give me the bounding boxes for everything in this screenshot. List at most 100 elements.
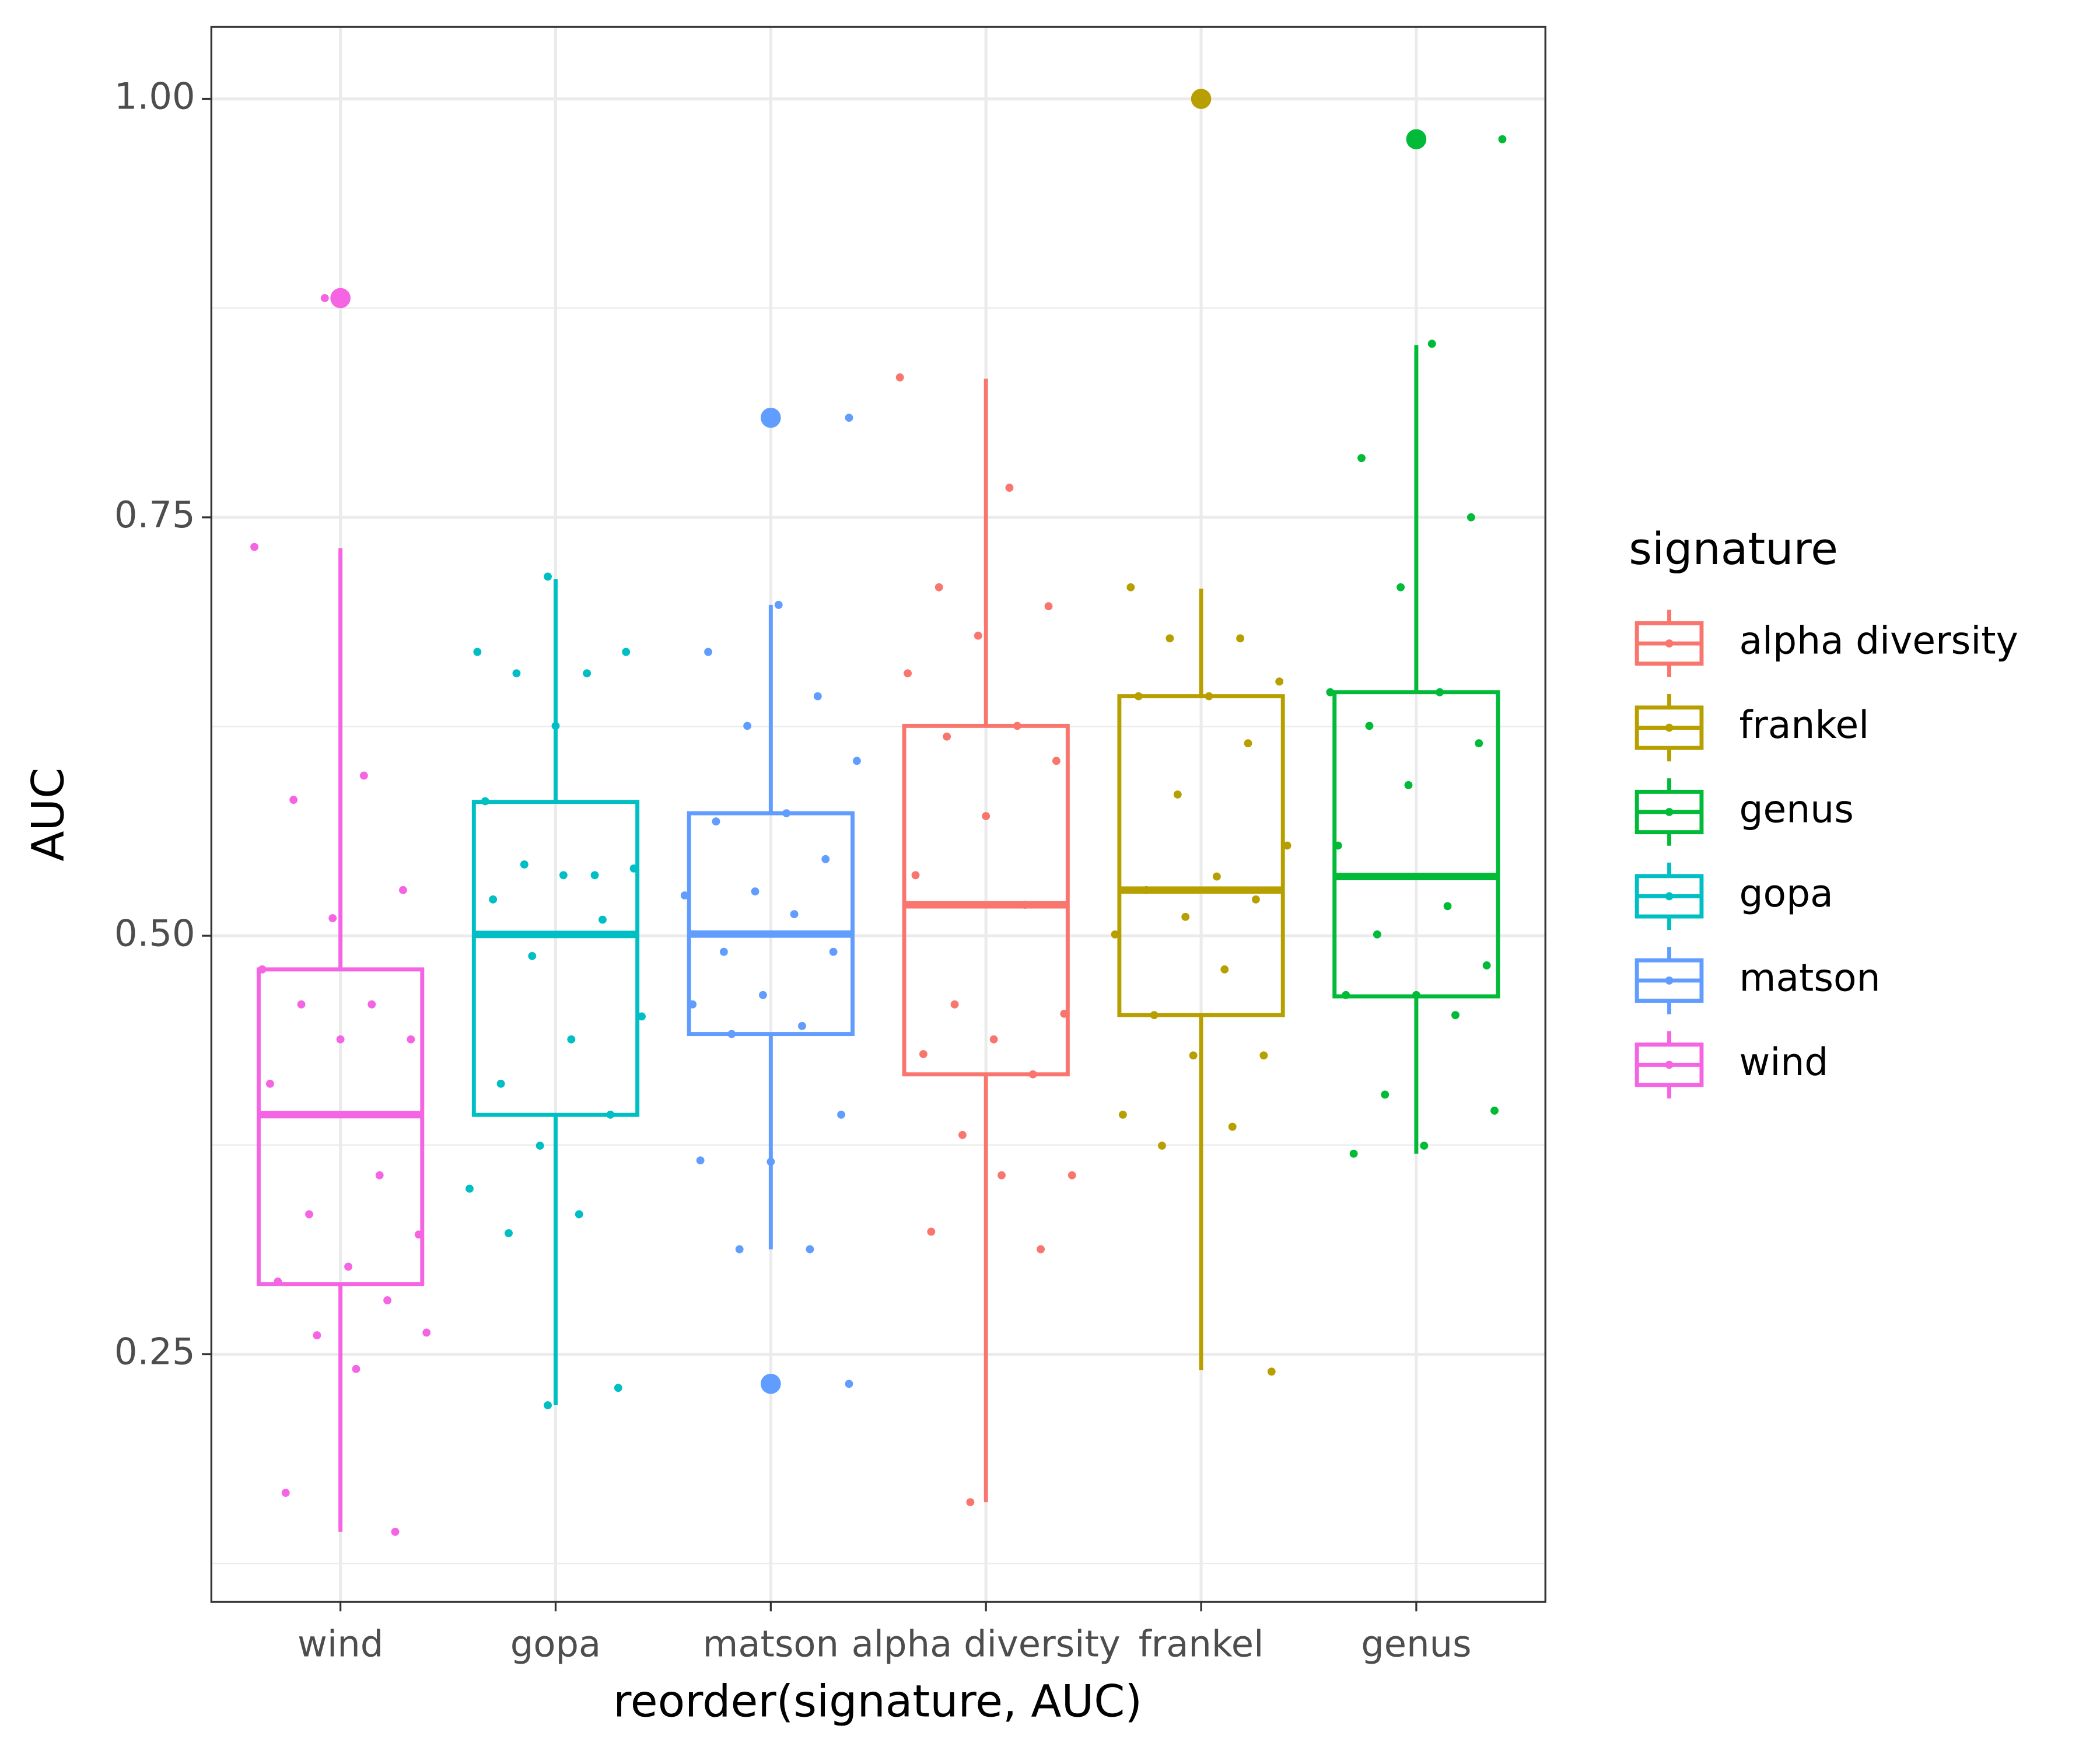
jitter-point (821, 855, 830, 863)
jitter-point (551, 722, 560, 730)
jitter-point (1005, 484, 1014, 492)
box (902, 723, 1070, 1077)
jitter-point (1283, 841, 1292, 850)
jitter-point (712, 817, 720, 826)
jitter-point (1420, 1142, 1429, 1150)
jitter-point (528, 951, 537, 960)
jitter-point (1252, 895, 1260, 904)
jitter-point (1142, 886, 1151, 894)
jitter-point (998, 1171, 1006, 1180)
jitter-point (265, 1079, 274, 1088)
jitter-point (407, 1035, 415, 1044)
jitter-point (1111, 930, 1119, 939)
x-tick-label: genus (1361, 1622, 1471, 1665)
x-tick-label: wind (298, 1622, 383, 1665)
jitter-point (1189, 1051, 1198, 1060)
jitter-point (544, 1401, 552, 1409)
jitter-point (735, 1245, 744, 1254)
jitter-point (966, 1498, 975, 1507)
jitter-point (1259, 1051, 1268, 1060)
outlier (1406, 129, 1427, 149)
jitter-point (344, 1262, 352, 1271)
box (471, 800, 640, 1117)
jitter-point (1166, 634, 1174, 643)
jitter-point (813, 692, 822, 701)
jitter-point (512, 669, 521, 678)
jitter-point (466, 1184, 474, 1193)
jitter-point (422, 1328, 431, 1337)
jitter-point (927, 1227, 936, 1236)
jitter-point (336, 1035, 345, 1044)
jitter-point (1126, 583, 1135, 592)
jitter-point (982, 812, 991, 820)
jitter-point (1119, 1110, 1127, 1119)
jitter-point (559, 871, 568, 880)
y-tick-label: 0.75 (114, 494, 195, 536)
jitter-point (974, 631, 982, 640)
jitter-point (629, 864, 638, 873)
jitter-point (1342, 991, 1350, 999)
jitter-point (1028, 1070, 1037, 1079)
outlier (761, 1373, 781, 1394)
jitter-point (567, 1035, 576, 1044)
jitter-point (1244, 739, 1252, 748)
x-tick-label: matson (703, 1622, 839, 1665)
jitter-point (751, 887, 760, 896)
jitter-point (1482, 961, 1491, 970)
legend-label: matson (1740, 957, 1881, 1000)
legend-label: gopa (1740, 872, 1833, 916)
jitter-point (1396, 583, 1405, 592)
jitter-point (1068, 1171, 1076, 1180)
jitter-point (489, 895, 498, 904)
jitter-point (473, 648, 482, 656)
jitter-point (1052, 757, 1060, 765)
jitter-point (1498, 135, 1507, 144)
jitter-point (1381, 1090, 1390, 1099)
jitter-point (680, 891, 689, 900)
jitter-point (766, 1157, 775, 1166)
y-tick-label: 1.00 (114, 75, 195, 118)
panel-background (211, 27, 1546, 1602)
jitter-point (606, 1110, 615, 1119)
legend-key-point (1665, 1060, 1674, 1069)
jitter-point (1228, 1122, 1237, 1131)
legend-key-point (1665, 977, 1674, 985)
jitter-point (1013, 722, 1021, 730)
jitter-point (305, 1210, 313, 1219)
jitter-point (1236, 634, 1245, 643)
jitter-point (1275, 677, 1284, 686)
jitter-point (1220, 965, 1229, 974)
legend: alpha diversity frankel genus gopa matson win… (1634, 610, 2018, 1099)
x-tick-label: gopa (510, 1622, 601, 1665)
jitter-point (1060, 1009, 1069, 1018)
jitter-point (790, 910, 799, 919)
jitter-point (845, 414, 853, 422)
jitter-point (250, 542, 259, 551)
jitter-point (1412, 991, 1420, 999)
jitter-point (759, 991, 767, 999)
jitter-point (590, 871, 599, 880)
jitter-point (614, 1384, 622, 1392)
jitter-point (1212, 872, 1221, 881)
panel-border (210, 26, 1546, 1603)
outlier (330, 288, 351, 309)
jitter-point (919, 1050, 928, 1058)
jitter-point (638, 1012, 646, 1021)
jitter-point (1267, 1367, 1276, 1376)
jitter-point (1466, 513, 1475, 522)
jitter-point (598, 915, 607, 924)
jitter-point (1326, 688, 1335, 696)
jitter-point (1037, 1245, 1045, 1254)
jitter-point (289, 796, 298, 804)
jitter-point (544, 572, 552, 581)
jitter-point (1197, 94, 1205, 103)
y-axis-title: AUC (22, 768, 74, 862)
jitter-point (704, 648, 712, 656)
outlier (761, 407, 781, 428)
jitter-point (1365, 722, 1374, 730)
x-axis-title: reorder(signature, AUC) (613, 1675, 1142, 1727)
jitter-point (895, 373, 904, 382)
jitter-point (806, 1245, 814, 1254)
jitter-point (904, 669, 912, 678)
y-tick-label: 0.25 (114, 1331, 195, 1373)
